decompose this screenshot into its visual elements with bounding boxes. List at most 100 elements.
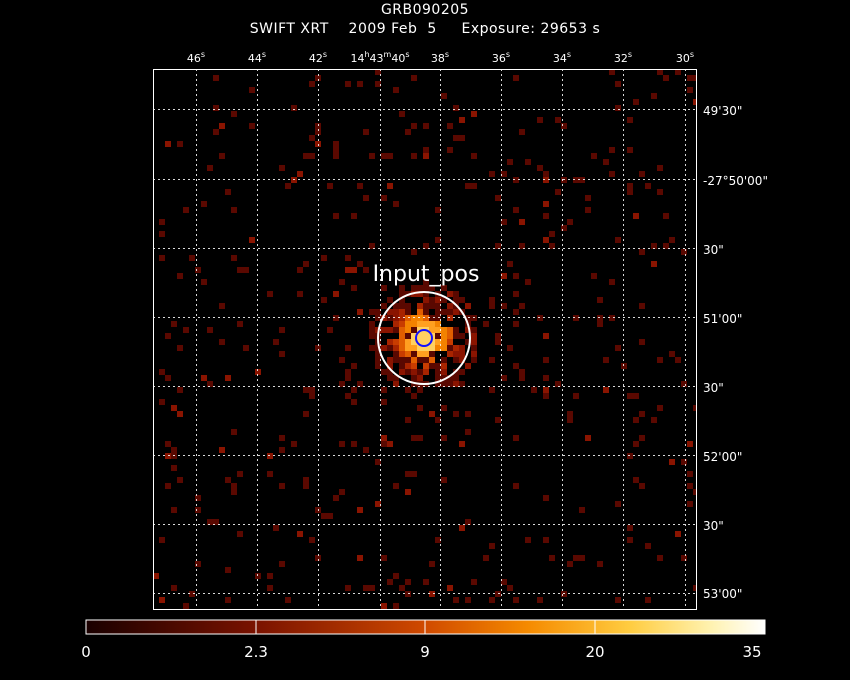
count-pixel (627, 147, 633, 153)
count-pixel (519, 219, 525, 225)
count-pixel (225, 189, 231, 195)
count-pixel (345, 267, 351, 273)
count-pixel (279, 561, 285, 567)
count-pixel (279, 165, 285, 171)
count-pixel (363, 195, 369, 201)
count-pixel (543, 333, 549, 339)
count-pixel (471, 153, 477, 159)
count-pixel (357, 507, 363, 513)
count-pixel (393, 321, 399, 327)
count-pixel (219, 447, 225, 453)
count-pixel (459, 351, 465, 357)
count-pixel (411, 381, 417, 387)
count-pixel (399, 363, 405, 369)
count-pixel (399, 111, 405, 117)
count-pixel (363, 267, 369, 273)
count-pixel (381, 285, 387, 291)
count-pixel (441, 309, 447, 315)
count-pixel (369, 309, 375, 315)
count-pixel (543, 237, 549, 243)
count-pixel (429, 411, 435, 417)
count-pixel (411, 321, 417, 327)
count-pixel (549, 243, 555, 249)
count-pixel (411, 393, 417, 399)
count-pixel (231, 207, 237, 213)
count-pixel (543, 387, 549, 393)
count-pixel (417, 291, 423, 297)
count-pixel (237, 321, 243, 327)
count-pixel (375, 309, 381, 315)
count-pixel (615, 501, 621, 507)
count-pixel (339, 489, 345, 495)
count-pixel (483, 555, 489, 561)
count-pixel (471, 339, 477, 345)
count-pixel (423, 345, 429, 351)
count-pixel (417, 369, 423, 375)
count-pixel (381, 369, 387, 375)
count-pixel (453, 297, 459, 303)
count-pixel (423, 243, 429, 249)
count-pixel (327, 513, 333, 519)
count-pixel (597, 297, 603, 303)
count-pixel (357, 261, 363, 267)
count-pixel (411, 333, 417, 339)
count-pixel (657, 69, 663, 75)
count-pixel (693, 585, 697, 591)
count-pixel (471, 345, 477, 351)
count-pixel (279, 327, 285, 333)
image-frame (153, 69, 697, 610)
count-pixel (309, 135, 315, 141)
count-pixel (507, 585, 513, 591)
count-pixel (369, 585, 375, 591)
count-pixel (267, 471, 273, 477)
count-pixel (627, 525, 633, 531)
count-pixel (429, 591, 435, 597)
count-pixel (435, 207, 441, 213)
count-pixel (405, 339, 411, 345)
count-pixel (507, 159, 513, 165)
count-pixel (447, 303, 453, 309)
count-pixel (537, 117, 543, 123)
count-pixel (153, 573, 159, 579)
count-pixel (375, 357, 381, 363)
count-pixel (189, 255, 195, 261)
ra-tick-label: 44s (248, 50, 266, 65)
count-pixel (465, 363, 471, 369)
count-pixel (399, 333, 405, 339)
dec-tick-label: 30" (703, 381, 724, 395)
count-pixel (501, 303, 507, 309)
count-pixel (387, 363, 393, 369)
count-pixel (399, 303, 405, 309)
source-extraction-circle[interactable] (377, 291, 471, 385)
count-pixel (573, 177, 579, 183)
count-pixel (513, 177, 519, 183)
count-pixel (429, 327, 435, 333)
count-pixel (459, 441, 465, 447)
count-pixel (615, 81, 621, 87)
count-pixel (465, 429, 471, 435)
count-pixel (489, 357, 495, 363)
count-pixel (441, 363, 447, 369)
count-pixel (387, 357, 393, 363)
count-pixel (411, 123, 417, 129)
count-pixel (471, 111, 477, 117)
count-pixel (519, 243, 525, 249)
count-pixel (591, 153, 597, 159)
count-pixel (513, 75, 519, 81)
count-pixel (387, 153, 393, 159)
count-pixel (159, 219, 165, 225)
input-position-marker[interactable] (415, 329, 433, 347)
dec-tick-label: 49'30" (703, 104, 742, 118)
count-pixel (447, 327, 453, 333)
count-pixel (585, 435, 591, 441)
count-pixel (639, 171, 645, 177)
count-pixel (669, 351, 675, 357)
count-pixel (267, 573, 273, 579)
count-pixel (555, 381, 561, 387)
count-pixel (471, 351, 477, 357)
count-pixel (387, 309, 393, 315)
count-pixel (213, 129, 219, 135)
count-pixel (519, 303, 525, 309)
count-pixel (549, 231, 555, 237)
count-pixel (411, 357, 417, 363)
